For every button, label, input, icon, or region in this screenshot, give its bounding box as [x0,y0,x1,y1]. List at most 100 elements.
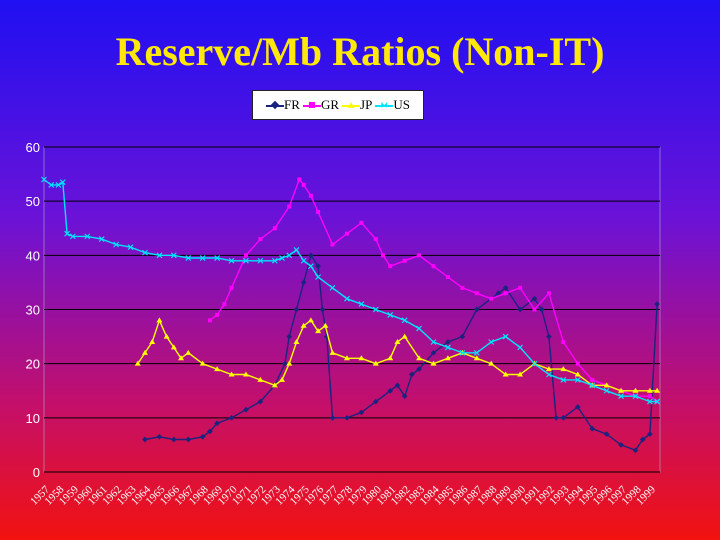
y-tick-label: 40 [26,248,40,263]
series-point [381,253,386,258]
series-point [127,244,134,251]
series-point [279,255,285,261]
series-point [561,340,566,344]
y-axis-ticks: 0 10 20 30 40 50 60 [26,140,40,480]
series-point [546,291,551,296]
series-point [48,181,55,188]
series-point [228,257,235,264]
series-lines [41,176,661,454]
series-point [359,220,364,225]
series-point [495,290,502,297]
series-point [329,349,336,355]
series-point [293,339,300,344]
series-point [84,233,91,240]
series-point [113,241,120,248]
legend-swatch-gr [302,99,321,111]
series-point [445,344,451,351]
series-point [199,360,206,366]
series-point [618,442,624,448]
series-point [228,415,235,421]
series-point [409,371,415,378]
series-point [287,204,292,209]
series-fr [142,252,660,454]
series-point [185,436,192,443]
series-point [207,318,212,323]
series-point [319,306,326,313]
series-point [654,398,661,405]
series-point [574,404,581,410]
series-point [531,295,538,302]
series-point [300,322,307,328]
series-point [431,264,436,269]
series-point [646,387,653,393]
series-point [271,257,278,264]
series-point [417,253,422,258]
series-point [344,295,350,302]
series-point [503,291,508,296]
series-point [560,376,567,383]
series-point [163,333,170,339]
series-point [574,371,581,377]
series-point [170,344,177,350]
series-point [322,322,329,328]
series-point [214,420,220,427]
series-point [141,349,148,355]
series-point [488,339,495,345]
series-point [316,210,321,214]
series-point [517,344,523,351]
series-point [473,306,480,313]
series-line [209,178,658,403]
series-point [214,255,221,261]
series-point [271,382,278,388]
legend-label-fr: FR [284,97,300,112]
y-tick-label: 10 [26,411,40,426]
series-line [43,178,658,403]
chart-title: Reserve/Mb Ratios (Non-IT) [115,29,605,74]
series-point [178,355,185,361]
series-point [315,263,321,269]
series-point [156,317,163,323]
legend-swatch-fr [266,99,285,111]
series-point [257,398,264,405]
series-point [502,371,509,377]
series-point [517,371,524,377]
series-point [257,376,264,382]
series-point [243,253,248,258]
series-point [387,355,394,361]
series-point [531,360,538,367]
series-point [185,255,192,261]
series-point [171,436,177,443]
series-point [372,398,379,405]
series-point [286,360,293,366]
series-point [170,252,177,259]
series-point [430,339,437,345]
series-point [489,296,494,301]
series-point [214,366,221,372]
series-point [474,291,479,296]
series-point [517,306,523,313]
series-point [575,361,580,366]
series-point [502,285,509,291]
series-point [372,360,379,366]
series-point [444,355,451,361]
series-point [59,179,66,186]
y-tick-label: 60 [26,140,40,155]
series-point [603,431,610,437]
series-point [553,415,559,421]
series-point [445,275,450,279]
y-tick-label: 0 [33,465,40,480]
series-point [372,306,379,313]
series-point [142,249,148,256]
legend-item-jp: JP [342,97,372,113]
series-point [546,333,552,340]
series-point [315,328,322,334]
legend-item-us: US [375,97,410,113]
series-point [242,371,249,377]
series-point [388,264,393,269]
series-point [330,242,335,247]
series-point [358,301,365,308]
series-point [344,415,350,421]
series-point [293,306,300,313]
series-point [401,317,408,324]
